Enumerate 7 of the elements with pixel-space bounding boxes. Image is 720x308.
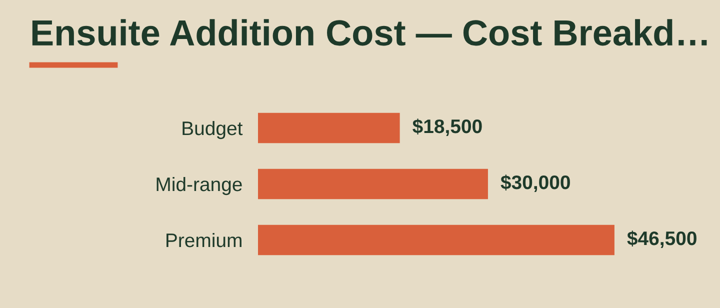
data-label: $18,500: [412, 118, 482, 136]
y-tick-label: Mid-range: [156, 176, 242, 196]
y-tick-label: Budget: [182, 120, 243, 140]
data-label: $46,500: [627, 230, 696, 248]
chart-title: Ensuite Addition Cost — Cost Breakd…: [32, 19, 707, 46]
y-tick-label: Premium: [166, 232, 242, 248]
data-label: $30,000: [500, 174, 570, 192]
